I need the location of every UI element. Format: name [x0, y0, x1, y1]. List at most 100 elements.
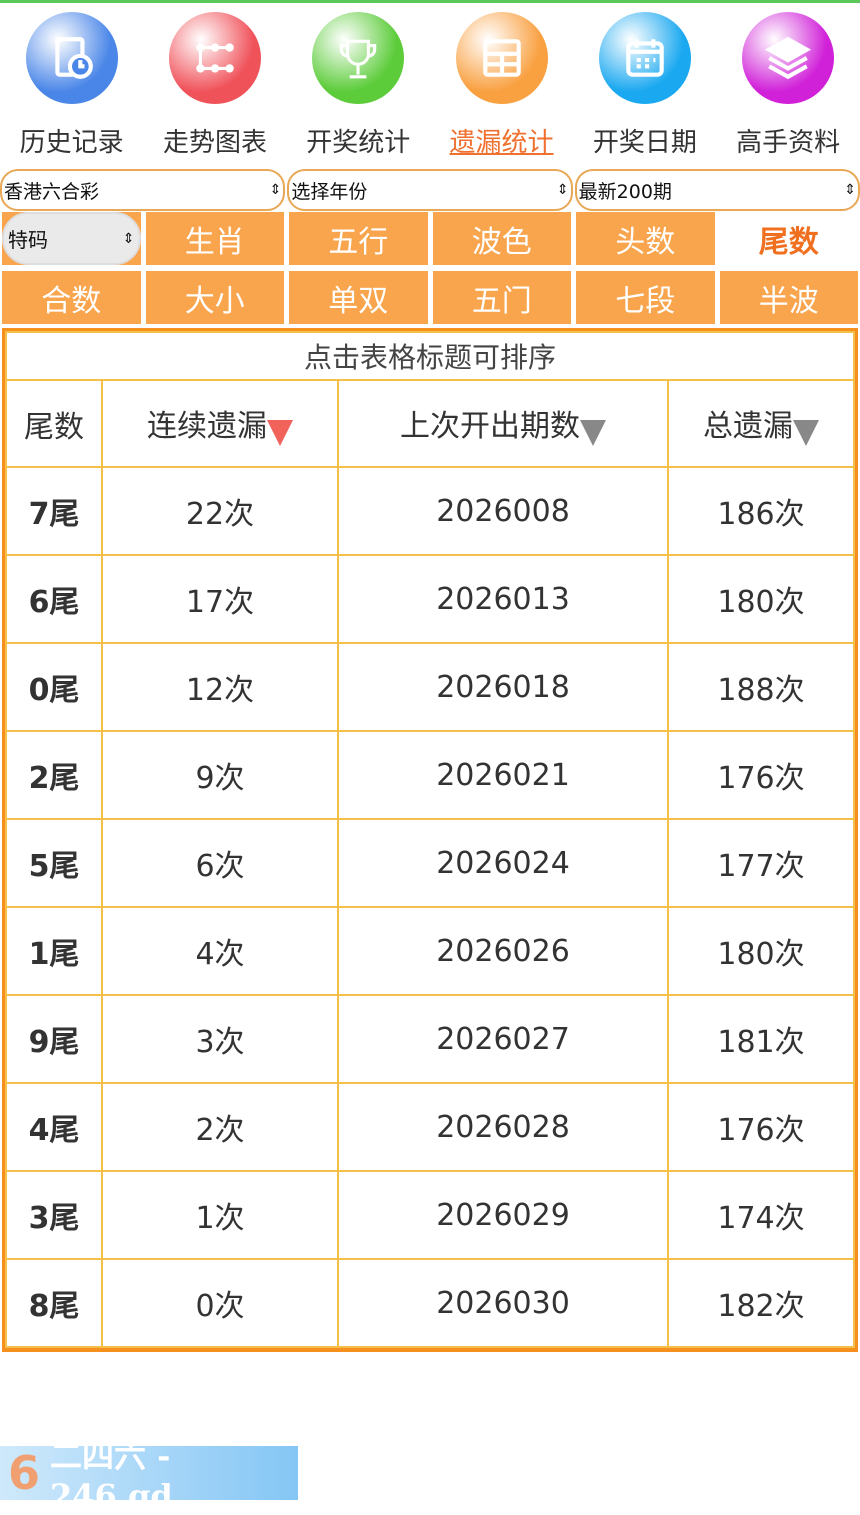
- year-select[interactable]: 选择年份 ⇕: [287, 169, 573, 211]
- cell-last-period: 2026029: [337, 1170, 669, 1260]
- nav-item-5[interactable]: 高手资料: [716, 12, 859, 163]
- cell-consecutive: 1次: [101, 1170, 339, 1260]
- layers-icon: [742, 12, 835, 104]
- header-last-period[interactable]: 上次开出期数: [337, 379, 669, 468]
- cell-tail: 5尾: [5, 818, 103, 908]
- logo-six-icon: 6: [8, 1446, 41, 1500]
- tab-row1-3[interactable]: 头数: [576, 212, 715, 265]
- sort-desc-icon: [267, 420, 293, 446]
- trend-chart-icon: [168, 12, 261, 104]
- cell-total: 176次: [667, 730, 855, 820]
- tab-row2-3[interactable]: 五门: [432, 271, 571, 324]
- type-select-value: 特码: [8, 228, 48, 252]
- table-row: 7尾 22次 2026008 186次: [5, 466, 855, 556]
- table-row: 5尾 6次 2026024 177次: [5, 818, 855, 908]
- omission-table: 点击表格标题可排序 尾数 连续遗漏 上次开出期数 总遗漏 7尾 22次 202600…: [2, 328, 858, 1352]
- category-tabs: 特码 ⇕ 生肖 五行 波色 头数 尾数合数 大小 单双 五门 七段 半波: [0, 212, 860, 324]
- tab-row2-5[interactable]: 半波: [719, 271, 858, 324]
- history-clock-icon: [25, 12, 118, 104]
- calendar-icon: [598, 12, 691, 104]
- cell-total: 186次: [667, 466, 855, 556]
- sort-icon: [580, 420, 606, 446]
- cell-consecutive: 22次: [101, 466, 339, 556]
- cell-last-period: 2026030: [337, 1258, 669, 1348]
- cell-total: 181次: [667, 994, 855, 1084]
- header-label: 总遗漏: [703, 409, 793, 444]
- top-bar: [0, 0, 860, 3]
- cell-last-period: 2026026: [337, 906, 669, 996]
- lottery-select[interactable]: 香港六合彩 ⇕: [0, 169, 286, 211]
- cell-tail: 3尾: [5, 1170, 103, 1260]
- nav-item-2[interactable]: 开奖统计: [287, 12, 430, 163]
- watermark-text: 二四六 - 246.gd: [50, 1437, 173, 1515]
- nav-label: 走势图表: [162, 128, 267, 158]
- tab-row1-0[interactable]: 生肖: [145, 212, 284, 265]
- cell-total: 177次: [667, 818, 855, 908]
- header-label: 连续遗漏: [147, 409, 267, 444]
- table-row: 0尾 12次 2026018 188次: [5, 642, 855, 732]
- header-label: 上次开出期数: [400, 409, 580, 444]
- year-select-value: 选择年份: [291, 180, 368, 203]
- tab-row2-0[interactable]: 合数: [2, 271, 141, 324]
- cell-last-period: 2026028: [337, 1082, 669, 1172]
- nav-label: 开奖统计: [306, 128, 411, 158]
- cell-last-period: 2026024: [337, 818, 669, 908]
- table-row: 9尾 3次 2026027 181次: [5, 994, 855, 1084]
- cell-tail: 8尾: [5, 1258, 103, 1348]
- range-select-value: 最新200期: [578, 180, 672, 203]
- updown-icon: ⇕: [844, 182, 856, 198]
- nav-item-4[interactable]: 开奖日期: [573, 12, 716, 163]
- nav-icons: 历史记录 走势图表 开奖统计 遗漏统计 开奖日期 高手资料: [0, 3, 860, 163]
- tab-row1-1[interactable]: 五行: [289, 212, 428, 265]
- type-select[interactable]: 特码 ⇕: [2, 212, 141, 265]
- header-label: 尾数: [24, 409, 84, 445]
- header-tail[interactable]: 尾数: [5, 379, 103, 468]
- cell-tail: 7尾: [5, 466, 103, 556]
- cell-last-period: 2026018: [337, 642, 669, 732]
- table-caption: 点击表格标题可排序: [5, 331, 855, 381]
- nav-item-3[interactable]: 遗漏统计: [430, 12, 573, 163]
- tab-row1-2[interactable]: 波色: [432, 212, 571, 265]
- cell-consecutive: 17次: [101, 554, 339, 644]
- header-total[interactable]: 总遗漏: [667, 379, 855, 468]
- updown-icon: ⇕: [269, 182, 282, 198]
- cell-tail: 0尾: [5, 642, 103, 732]
- table-row: 4尾 2次 2026028 176次: [5, 1082, 855, 1172]
- cell-consecutive: 9次: [101, 730, 339, 820]
- cell-last-period: 2026027: [337, 994, 669, 1084]
- tab-row2-2[interactable]: 单双: [289, 271, 428, 324]
- watermark-logo: 6 二四六 - 246.gd: [0, 1437, 298, 1515]
- cell-consecutive: 3次: [101, 994, 339, 1084]
- table-row: 8尾 0次 2026030 182次: [5, 1258, 855, 1348]
- table-row: 6尾 17次 2026013 180次: [5, 554, 855, 644]
- table-row: 2尾 9次 2026021 176次: [5, 730, 855, 820]
- range-select[interactable]: 最新200期 ⇕: [574, 169, 860, 211]
- type-select-cell: 特码 ⇕: [2, 212, 141, 265]
- nav-label: 高手资料: [736, 128, 841, 158]
- tab-row2-4[interactable]: 七段: [576, 271, 715, 324]
- cell-last-period: 2026021: [337, 730, 669, 820]
- cell-last-period: 2026008: [337, 466, 669, 556]
- cell-total: 176次: [667, 1082, 855, 1172]
- nav-label: 历史记录: [19, 128, 124, 158]
- cell-tail: 1尾: [5, 906, 103, 996]
- table-grid-icon: [455, 12, 548, 104]
- cell-total: 188次: [667, 642, 855, 732]
- cell-total: 180次: [667, 906, 855, 996]
- tab-row1-4[interactable]: 尾数: [719, 212, 858, 265]
- cell-tail: 4尾: [5, 1082, 103, 1172]
- header-consecutive[interactable]: 连续遗漏: [101, 379, 339, 468]
- cell-total: 174次: [667, 1170, 855, 1260]
- nav-item-1[interactable]: 走势图表: [143, 12, 286, 163]
- cell-consecutive: 0次: [101, 1258, 339, 1348]
- cell-tail: 2尾: [5, 730, 103, 820]
- cell-consecutive: 4次: [101, 906, 339, 996]
- tab-row2-1[interactable]: 大小: [145, 271, 284, 324]
- updown-icon: ⇕: [556, 182, 569, 198]
- table-row: 1尾 4次 2026026 180次: [5, 906, 855, 996]
- cell-total: 180次: [667, 554, 855, 644]
- cell-consecutive: 12次: [101, 642, 339, 732]
- nav-item-0[interactable]: 历史记录: [0, 12, 143, 163]
- updown-icon: ⇕: [122, 230, 135, 247]
- cell-tail: 6尾: [5, 554, 103, 644]
